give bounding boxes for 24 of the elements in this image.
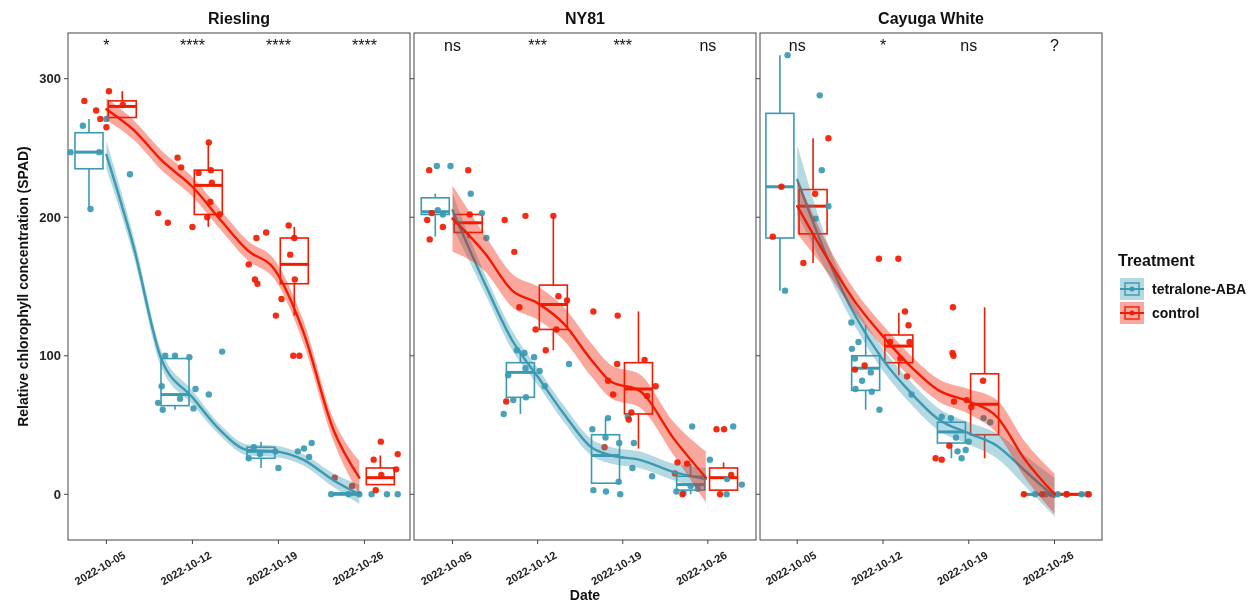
annotation: ns <box>960 37 978 54</box>
x-axis-title: Date <box>569 587 601 603</box>
annotation: * <box>879 37 887 54</box>
y-axis-title: Relative chlorophyll concentration (SPAD) <box>15 146 31 427</box>
annotation: ns <box>788 37 806 54</box>
y-tick-label: 300 <box>39 71 61 87</box>
chart-title: Riesling <box>207 10 271 27</box>
legend-label: control <box>1152 305 1200 321</box>
annotation: * <box>103 37 110 54</box>
annotation: **** <box>265 37 291 54</box>
y-tick-label: 200 <box>39 209 61 225</box>
annotation: **** <box>179 37 205 54</box>
chart-title: Cayuga White <box>878 10 984 27</box>
annotation: *** <box>613 37 633 54</box>
y-tick-label: 100 <box>39 348 61 364</box>
legend-title: Treatment <box>1118 252 1196 269</box>
annotation: ns <box>699 37 717 54</box>
chart-title: NY81 <box>564 10 606 27</box>
annotation: **** <box>351 37 377 54</box>
annotation: ns <box>444 37 461 54</box>
legend-label: tetralone-ABA <box>1152 281 1247 297</box>
y-tick-label: 0 <box>53 486 61 502</box>
annotation: ? <box>1050 37 1060 54</box>
annotation: *** <box>528 37 547 54</box>
